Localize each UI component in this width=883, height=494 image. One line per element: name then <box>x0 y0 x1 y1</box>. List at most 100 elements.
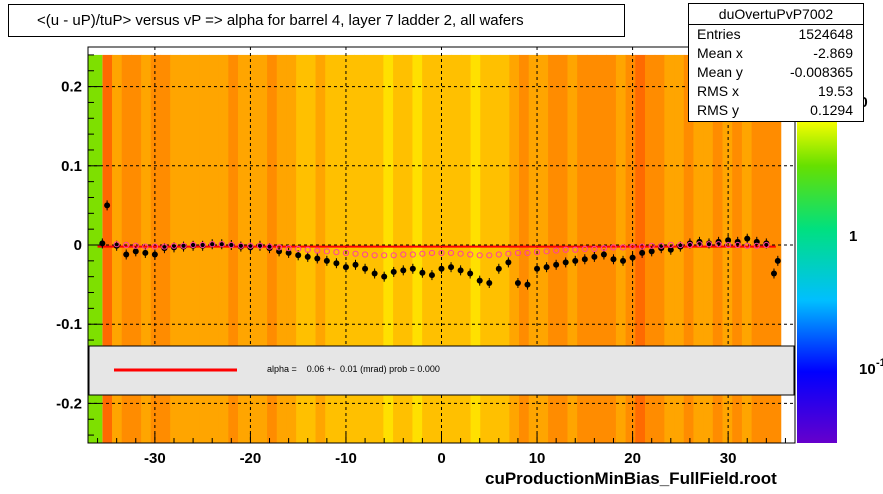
data-point <box>677 243 684 250</box>
data-point <box>352 261 359 268</box>
heatmap-column <box>712 54 724 443</box>
data-points <box>99 200 781 290</box>
data-point-open <box>228 241 235 249</box>
data-point-open <box>648 242 655 249</box>
x-tick-label: 0 <box>437 450 445 467</box>
heatmap-column <box>732 54 743 443</box>
data-point <box>524 281 531 288</box>
data-point-open <box>151 243 158 250</box>
footer-filename: cuProductionMinBias_FullField.root <box>485 469 777 488</box>
y-tick-label: 0.1 <box>61 158 82 175</box>
stats-row-rms-y: RMS y 0.1294 <box>689 101 863 120</box>
data-point-open <box>677 241 684 249</box>
data-point-open <box>619 244 627 251</box>
x-tick-label: 20 <box>624 450 641 467</box>
heatmap-column <box>703 54 714 443</box>
heatmap-column <box>344 54 355 443</box>
heatmap-column <box>354 54 365 443</box>
data-point <box>342 264 349 271</box>
data-point <box>648 248 655 255</box>
data-point <box>686 240 693 247</box>
data-point-open <box>457 250 464 257</box>
colorbar-label-bottom: 10 <box>859 361 876 378</box>
data-point <box>495 265 502 272</box>
heatmap-column <box>480 54 491 443</box>
data-point <box>295 252 302 259</box>
stats-value: -2.869 <box>813 45 853 61</box>
data-point <box>534 265 541 272</box>
data-point <box>725 237 732 244</box>
data-point-open <box>725 241 732 249</box>
data-point-open <box>753 242 760 249</box>
heatmap-column <box>770 54 782 443</box>
data-point-open <box>371 252 378 259</box>
data-point-open <box>381 252 388 259</box>
data-point-open <box>495 251 502 258</box>
data-point-open <box>533 249 541 256</box>
data-point-open <box>705 241 713 248</box>
data-point <box>218 241 225 248</box>
data-point <box>572 257 579 264</box>
data-point-open <box>409 251 416 258</box>
data-point <box>381 273 388 280</box>
data-point-open <box>763 241 770 249</box>
heatmap-column <box>722 54 733 443</box>
heatmap-column <box>499 54 510 443</box>
data-point-open <box>189 241 197 249</box>
heatmap-column <box>325 54 336 443</box>
data-point <box>770 270 777 277</box>
heatmap-column <box>528 54 540 443</box>
heatmap-column <box>519 54 530 443</box>
data-point <box>562 259 569 266</box>
data-point <box>438 265 445 272</box>
fit-legend-text: alpha = 0.06 +- 0.01 (mrad) prob = 0.000 <box>267 364 440 374</box>
heatmap-column <box>189 54 200 443</box>
heatmap-column <box>741 54 753 443</box>
data-point <box>314 255 321 262</box>
x-tick-label: 30 <box>720 450 737 467</box>
heatmap-column <box>257 54 268 443</box>
data-point-open <box>486 252 493 259</box>
stats-row-mean-y: Mean y -0.008365 <box>689 63 863 82</box>
stats-name: duOvertuPvP7002 <box>689 4 863 25</box>
data-point-open <box>658 242 665 249</box>
y-tick-label: 0.2 <box>61 79 82 96</box>
heatmap-column <box>751 54 762 443</box>
data-point-open <box>744 242 751 249</box>
data-point <box>744 235 751 242</box>
heatmap-column <box>218 54 229 443</box>
data-point-open <box>142 243 149 250</box>
heatmap-column <box>199 54 210 443</box>
data-point-open <box>275 244 283 251</box>
data-point <box>774 257 781 264</box>
data-point-open <box>199 241 206 249</box>
heatmap-column <box>683 54 695 443</box>
data-point-open <box>715 241 722 248</box>
data-point-open <box>400 251 407 258</box>
y-tick-label: -0.2 <box>56 395 82 412</box>
heatmap-column <box>237 54 249 443</box>
data-point-open <box>514 249 522 257</box>
data-point <box>161 245 168 252</box>
stats-value: 1524648 <box>798 26 853 42</box>
y-tick-label: 0 <box>74 237 82 254</box>
heatmap-column <box>102 54 113 443</box>
data-point <box>448 264 455 271</box>
heatmap-column <box>393 54 404 443</box>
stats-label: Mean y <box>697 64 743 80</box>
data-point <box>362 265 369 272</box>
stats-label: RMS x <box>697 83 739 99</box>
data-point-open <box>123 241 130 249</box>
data-point <box>457 267 464 274</box>
data-point <box>553 261 560 268</box>
data-point <box>467 270 474 277</box>
data-point <box>409 265 416 272</box>
stats-row-rms-x: RMS x 19.53 <box>689 82 863 101</box>
x-tick-label: -10 <box>335 450 357 467</box>
heatmap-column <box>460 54 472 443</box>
heatmap-column <box>548 54 559 443</box>
data-point <box>228 242 235 248</box>
data-point-open <box>505 250 512 257</box>
data-point <box>333 260 340 267</box>
data-point-open <box>333 249 340 256</box>
